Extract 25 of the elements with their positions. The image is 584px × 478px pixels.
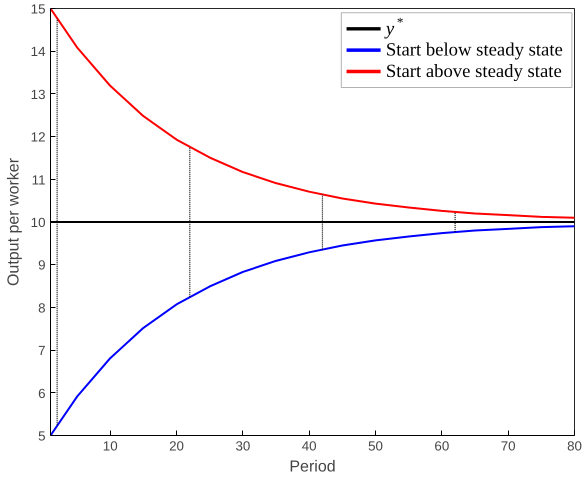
y-tick-label: 12 <box>30 130 46 145</box>
y-tick-label: 11 <box>32 172 46 188</box>
y-tick-label: 13 <box>30 86 46 102</box>
y-axis-title: Output per worker <box>6 157 23 286</box>
y-tick-label: 6 <box>38 386 46 401</box>
y-tick-label: 9 <box>38 258 46 273</box>
x-tick-label: 60 <box>434 438 450 454</box>
x-tick-label: 30 <box>235 438 250 454</box>
line-series <box>50 8 574 219</box>
y-tick-label: 15 <box>30 2 46 16</box>
y-tick-label: 8 <box>38 300 46 316</box>
x-tick-label: 50 <box>368 438 383 454</box>
x-tick-label: 70 <box>500 438 516 454</box>
y-tick-label: 14 <box>30 44 46 60</box>
legend-label: Start above steady state <box>386 60 562 82</box>
x-tick-label: 10 <box>102 438 118 454</box>
x-axis-title: Period <box>289 458 336 476</box>
legend-label: Start below steady state <box>386 40 563 61</box>
y-tick-label: 10 <box>30 215 46 230</box>
legend-label: y* <box>384 14 404 40</box>
x-tick-label: 80 <box>567 438 582 454</box>
y-tick-label: 7 <box>38 343 46 358</box>
x-tick-label: 40 <box>302 438 317 454</box>
y-tick-label: 5 <box>38 428 46 444</box>
x-tick-label: 20 <box>169 438 184 454</box>
